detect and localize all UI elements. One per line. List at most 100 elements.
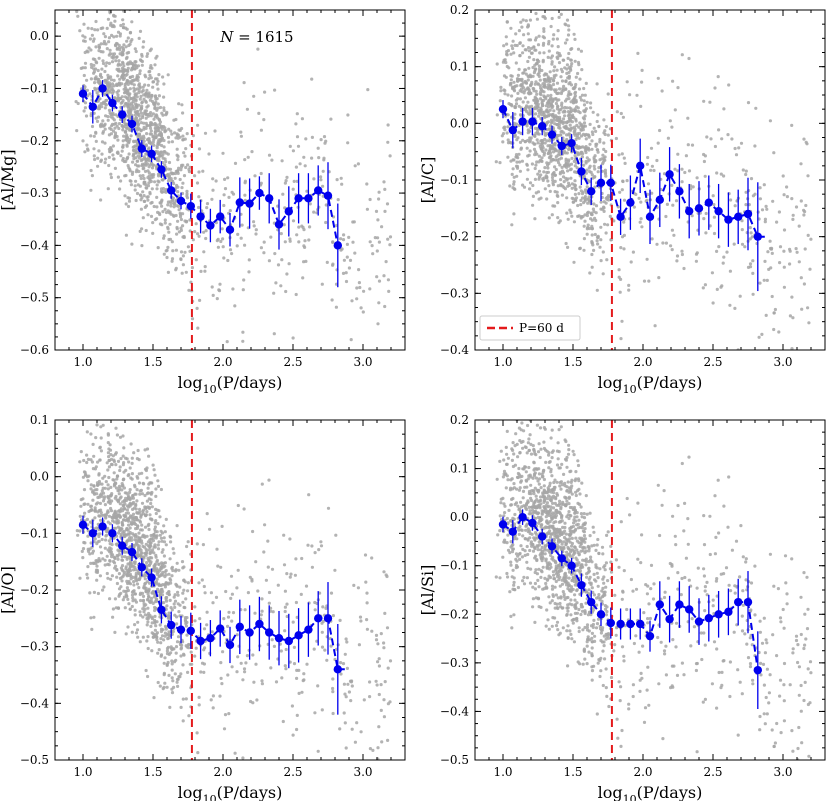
scatter-point	[770, 358, 773, 361]
scatter-point	[141, 190, 145, 194]
scatter-point	[304, 137, 308, 141]
scatter-point	[172, 205, 176, 209]
scatter-point	[128, 117, 132, 121]
scatter-point	[586, 179, 591, 183]
scatter-point	[321, 605, 325, 609]
scatter-point	[674, 199, 679, 203]
scatter-point	[259, 181, 263, 185]
scatter-point	[115, 1, 118, 4]
scatter-point	[709, 137, 713, 141]
scatter-point	[153, 102, 157, 106]
scatter-point	[344, 271, 348, 275]
scatter-point	[125, 586, 129, 590]
scatter-point	[126, 109, 130, 113]
scatter-point	[740, 228, 744, 232]
scatter-point	[517, 67, 521, 71]
scatter-point	[126, 36, 130, 40]
scatter-point	[728, 269, 733, 273]
scatter-point	[537, 154, 542, 158]
scatter-point	[146, 598, 150, 602]
scatter-point	[504, 75, 508, 79]
scatter-point	[139, 207, 143, 211]
scatter-point	[574, 82, 578, 87]
scatter-point	[104, 538, 108, 542]
scatter-point	[521, 18, 525, 22]
scatter-point	[526, 100, 530, 104]
scatter-point	[640, 225, 644, 229]
scatter-point	[541, 82, 545, 86]
scatter-point	[569, 211, 573, 215]
scatter-point	[347, 235, 351, 239]
scatter-point	[588, 199, 592, 203]
scatter-point	[316, 749, 320, 753]
scatter-point	[521, 100, 525, 104]
scatter-point	[271, 610, 275, 614]
scatter-point	[530, 80, 534, 84]
scatter-point	[670, 248, 674, 252]
scatter-point	[515, 84, 519, 88]
scatter-point	[604, 174, 608, 178]
scatter-point	[223, 187, 228, 191]
scatter-point	[564, 157, 568, 161]
scatter-point	[115, 34, 119, 38]
scatter-point	[239, 236, 243, 240]
scatter-point	[319, 175, 323, 179]
scatter-point	[565, 97, 569, 101]
scatter-point	[151, 536, 156, 540]
scatter-point	[267, 601, 271, 605]
scatter-point	[141, 544, 145, 549]
scatter-point	[531, 141, 535, 145]
scatter-point	[111, 0, 114, 2]
scatter-point	[160, 539, 164, 543]
scatter-point	[185, 189, 189, 193]
scatter-point	[133, 538, 137, 542]
scatter-point	[147, 581, 152, 585]
scatter-point	[751, 271, 755, 275]
scatter-point	[527, 55, 532, 59]
scatter-point	[122, 506, 126, 511]
scatter-point	[163, 218, 167, 222]
scatter-point	[280, 676, 284, 680]
scatter-point	[134, 78, 138, 82]
scatter-point	[503, 125, 507, 129]
scatter-point	[768, 239, 772, 243]
scatter-point	[582, 121, 587, 125]
scatter-point	[574, 75, 578, 79]
scatter-point	[516, 91, 520, 95]
scatter-point	[105, 554, 109, 558]
scatter-point	[510, 74, 514, 78]
scatter-point	[279, 284, 283, 288]
scatter-point	[301, 679, 305, 683]
scatter-point	[209, 591, 213, 595]
binned-point	[567, 138, 576, 148]
scatter-point	[145, 186, 149, 190]
scatter-point	[174, 658, 178, 662]
scatter-point	[546, 166, 550, 170]
scatter-point	[100, 537, 104, 542]
scatter-point	[106, 76, 110, 80]
scatter-point	[158, 684, 162, 688]
scatter-point	[93, 76, 97, 81]
scatter-point	[154, 77, 158, 81]
scatter-point	[118, 34, 122, 38]
scatter-point	[383, 680, 387, 684]
scatter-point	[599, 200, 603, 204]
scatter-point	[291, 219, 296, 223]
scatter-point	[197, 195, 201, 199]
scatter-point	[567, 112, 571, 117]
scatter-point	[99, 42, 103, 46]
scatter-point	[103, 35, 107, 39]
scatter-point	[162, 252, 166, 256]
scatter-point	[506, 138, 510, 142]
scatter-point	[221, 650, 225, 654]
scatter-point	[382, 783, 385, 786]
scatter-point	[529, 126, 533, 130]
scatter-point	[116, 30, 121, 34]
scatter-point	[164, 160, 168, 164]
scatter-point	[570, 126, 575, 130]
scatter-point	[527, 46, 531, 50]
scatter-point	[646, 155, 650, 160]
scatter-point	[623, 161, 627, 165]
scatter-point	[127, 516, 131, 520]
scatter-point	[536, 82, 540, 86]
